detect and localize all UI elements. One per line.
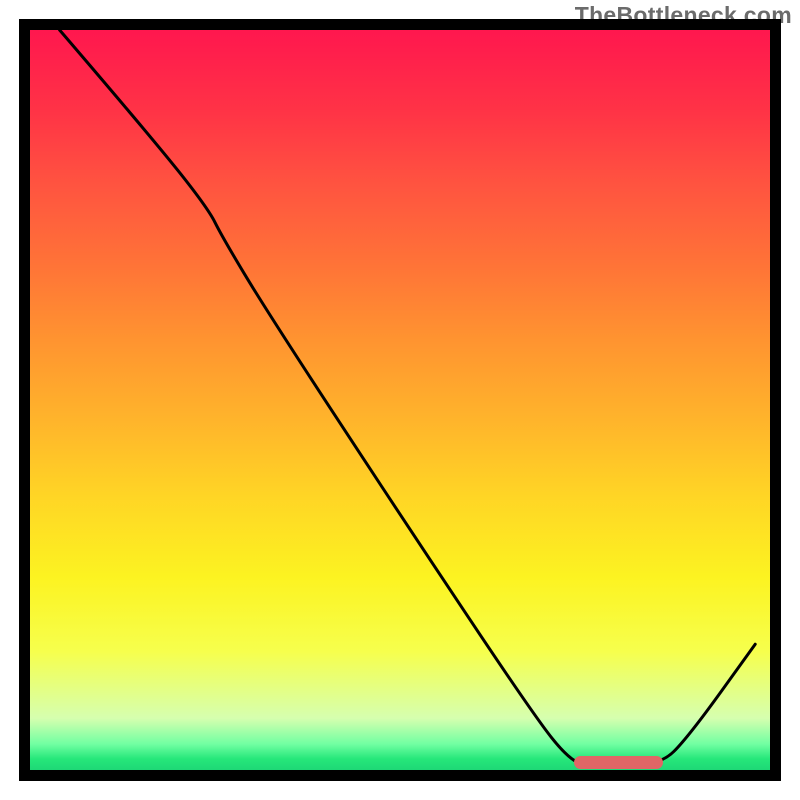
chart-frame-bottom xyxy=(19,770,781,781)
chart-marker-bar xyxy=(574,756,663,769)
chart-plot-area xyxy=(30,30,770,770)
chart-gradient-background xyxy=(30,30,770,770)
chart-frame-left xyxy=(19,19,30,781)
chart-frame-right xyxy=(770,19,781,781)
page-root: TheBottleneck.com xyxy=(0,0,800,800)
chart-frame-top xyxy=(19,19,781,30)
